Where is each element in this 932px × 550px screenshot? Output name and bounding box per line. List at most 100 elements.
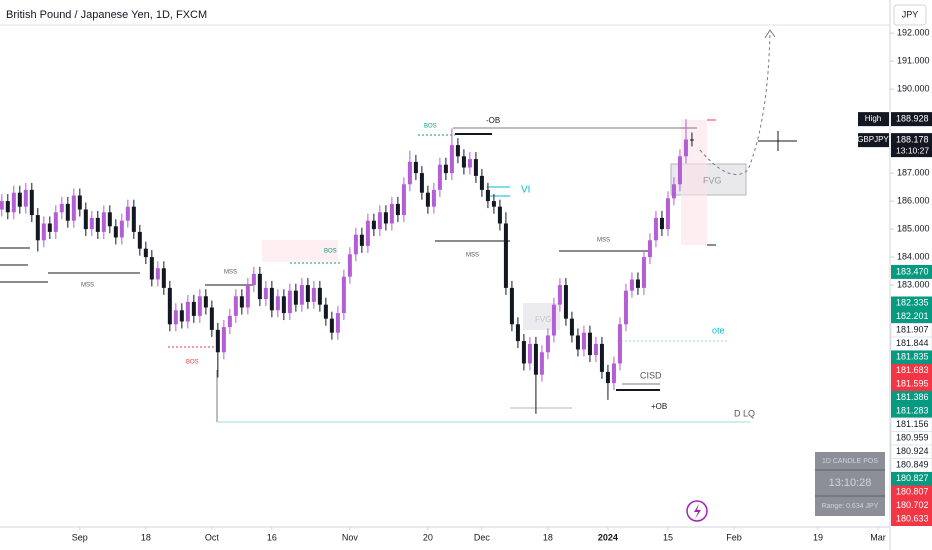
candle-body (47, 223, 52, 232)
level-badge-label: 180.807 (896, 486, 929, 496)
candle-body (17, 192, 22, 207)
candle-body (545, 335, 550, 353)
x-tick-label: Sep (72, 532, 88, 542)
y-tick-label: 186.000 (897, 195, 930, 205)
x-tick-label: 2024 (598, 532, 618, 542)
candle-body (35, 215, 40, 241)
currency[interactable]: JPY (902, 9, 919, 19)
candle-body (485, 189, 490, 202)
candle-body (101, 212, 106, 232)
candle-body (425, 192, 430, 207)
candle-body (59, 203, 64, 213)
level-badge (891, 499, 932, 513)
x-tick-label: 20 (423, 532, 433, 542)
level-badge-label: 180.924 (896, 446, 929, 456)
candle-body (317, 287, 322, 305)
x-tick-label: Mar (870, 532, 886, 542)
badge-name-bg (858, 133, 889, 148)
projection-arrow (764, 29, 776, 39)
level-badge (891, 512, 932, 526)
candles (0, 119, 694, 414)
candle-body (41, 223, 46, 241)
level-badge (891, 377, 932, 391)
countdown: 13:10:27 (896, 145, 929, 155)
candle-body (203, 296, 208, 308)
price-badge-label: 188.178 (896, 134, 929, 144)
candle-body (257, 273, 262, 300)
price-badge (891, 133, 932, 158)
annotation: -OB (486, 116, 500, 125)
candle-body (509, 287, 514, 325)
candle-body (557, 285, 562, 305)
level-badge-label: 181.386 (896, 392, 929, 402)
level-badge (891, 391, 932, 405)
level-badge (891, 485, 932, 499)
level-badge (891, 364, 932, 378)
candle-body (161, 268, 166, 288)
level-badge-label: 180.959 (896, 432, 929, 442)
candle-body (443, 164, 448, 174)
level-badge-label: 180.849 (896, 459, 929, 469)
annotation: BOS (324, 249, 337, 255)
level-badge-label: 181.683 (896, 365, 929, 375)
candle-body (623, 290, 628, 325)
candle-body (323, 304, 328, 319)
panel-time: 13:10:28 (829, 477, 872, 489)
projection-curve (699, 31, 771, 175)
y-tick-label: 191.000 (897, 55, 930, 65)
candle-body (113, 226, 118, 238)
level-badge-label: 181.835 (896, 351, 929, 361)
candle-body (407, 161, 412, 185)
candle-body (251, 273, 256, 286)
level-badge (891, 310, 932, 324)
candle-body (23, 189, 28, 207)
candle-body (359, 234, 364, 246)
candle-body (233, 296, 238, 316)
level-badge-label: 180.827 (896, 473, 929, 483)
annotation: FVG (535, 315, 551, 324)
candle-body (353, 234, 358, 255)
candle-body (269, 287, 274, 311)
candle-body (461, 156, 466, 168)
chart-title: British Pound / Japanese Yen, 1D, FXCM (6, 9, 207, 21)
candle-body (167, 287, 172, 325)
price-badge (891, 264, 932, 279)
info-panel: 1D CANDLE POS 13:10:28 Range: 0.634 JPY (815, 452, 885, 516)
candle-body (365, 220, 370, 246)
candle-body (581, 332, 586, 350)
candle-body (575, 335, 580, 350)
level-badge (891, 472, 932, 486)
candle-body (209, 307, 214, 330)
candle-body (329, 318, 334, 333)
candle-body (401, 184, 406, 216)
candle-body (395, 203, 400, 216)
candle-body (605, 371, 610, 384)
alert-icon[interactable] (686, 500, 708, 522)
level-badge (891, 350, 932, 364)
annotation: D LQ (734, 408, 755, 418)
candle-body (305, 285, 310, 302)
candle-body (371, 220, 376, 230)
annotation: BOS (186, 360, 199, 366)
level-badge-label: 181.595 (896, 378, 929, 388)
candle-body (377, 212, 382, 230)
x-tick-label: Dec (474, 532, 491, 542)
x-tick-label: Feb (726, 532, 742, 542)
candle-body (155, 268, 160, 280)
candle-body (437, 164, 442, 190)
y-tick-label: 187.000 (897, 167, 930, 177)
candle-body (65, 203, 70, 221)
annotation: MSS (224, 270, 237, 276)
badge-name: High (865, 114, 881, 123)
candle-body (527, 343, 532, 364)
annotation: CISD (640, 370, 662, 380)
candle-body (11, 192, 16, 213)
x-tick-label: 18 (543, 532, 553, 542)
annotation: MSS (466, 253, 479, 259)
currency-button[interactable] (893, 4, 927, 26)
annotation: VI (521, 185, 530, 196)
candle-body (185, 301, 190, 322)
candle-body (107, 212, 112, 227)
alert-icon-bolt[interactable] (694, 504, 701, 519)
